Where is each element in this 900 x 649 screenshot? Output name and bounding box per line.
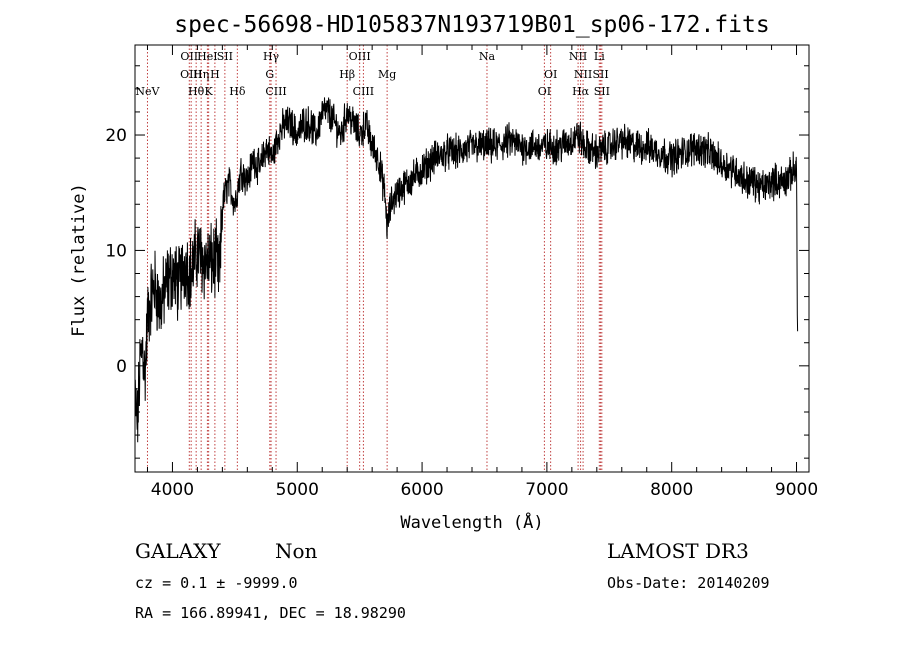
axes: 4000 5000 6000 7000 8000 9000 0 10 20: [105, 45, 818, 500]
line-label-H: H: [210, 68, 220, 81]
object-class: GALAXY: [135, 539, 221, 563]
line-label-Hη: Hη: [193, 68, 209, 81]
object-subclass: Non: [275, 539, 318, 563]
plot-frame: [134, 44, 810, 473]
y-axis-label: Flux (relative): [69, 183, 89, 337]
line-label-CIII: CIII: [265, 85, 286, 98]
line-label-Hγ: Hγ: [263, 50, 280, 63]
x-tick-label: 4000: [151, 480, 194, 500]
line-label-Hδ: Hδ: [229, 85, 246, 98]
line-label-HeI: HeI: [197, 50, 217, 63]
line-label-SII: SII: [592, 68, 608, 81]
line-label-OIII: OIII: [180, 68, 202, 81]
chart-title: spec-56698-HD105837N193719B01_sp06-172.f…: [174, 12, 769, 38]
x-tick-label: 6000: [400, 480, 443, 500]
x-tick-label: 5000: [276, 480, 319, 500]
line-label-SII: SII: [594, 85, 610, 98]
obs-date-text: Obs-Date: 20140209: [607, 574, 770, 592]
line-label-NeV: NeV: [135, 85, 160, 98]
line-label-Hβ: Hβ: [339, 68, 355, 81]
y-tick-label: 10: [105, 241, 127, 261]
redshift-text: cz = 0.1 ± -9999.0: [135, 574, 298, 592]
y-tick-label: 20: [105, 126, 127, 146]
line-label-OI: OI: [538, 85, 551, 98]
line-label-Na: Na: [479, 50, 496, 63]
spectrum-series: [134, 97, 799, 443]
ra-dec-text: RA = 166.89941, DEC = 18.98290: [135, 604, 406, 622]
line-label-NII: NII: [574, 68, 592, 81]
line-label-K: K: [205, 85, 214, 98]
line-label-SII: SII: [217, 50, 233, 63]
line-label-CIII: CIII: [353, 85, 374, 98]
line-label-Li: Li: [594, 50, 605, 63]
x-tick-label: 8000: [650, 480, 693, 500]
line-label-OI: OI: [544, 68, 557, 81]
line-label-G: G: [265, 68, 274, 81]
survey-release: LAMOST DR3: [607, 539, 749, 563]
line-label-OII: OII: [180, 50, 198, 63]
line-label-Mg: Mg: [378, 68, 396, 81]
x-tick-label: 9000: [775, 480, 818, 500]
spectrum-line: [134, 97, 799, 443]
x-tick-label: 7000: [525, 480, 568, 500]
line-label-NII: NII: [569, 50, 587, 63]
line-label-OIII: OIII: [349, 50, 371, 63]
x-axis-label: Wavelength (Å): [400, 511, 543, 533]
spectral-line-labels: NeV OII OIII Hθ Hη HeI HK SII Hδ Hγ G CIII OIII Hβ CII…: [135, 50, 609, 98]
line-label-Hα: Hα: [572, 85, 590, 98]
line-label-Hθ: Hθ: [188, 85, 205, 98]
y-tick-label: 0: [116, 357, 127, 377]
